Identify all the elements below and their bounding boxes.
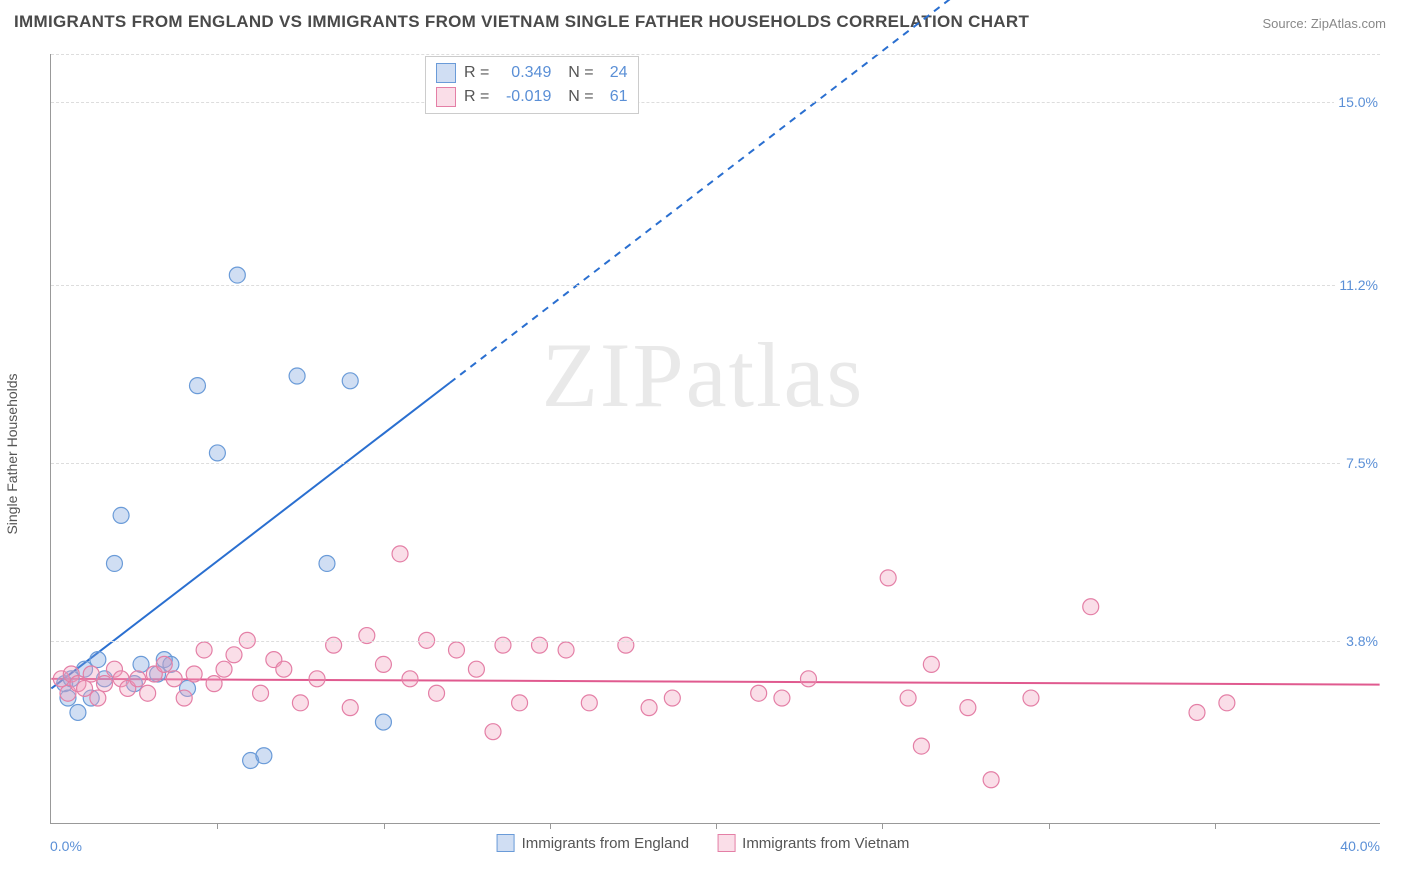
legend-item-england: Immigrants from England [497,834,690,852]
swatch-england-icon [436,63,456,83]
y-tick-label: 3.8% [1342,633,1382,649]
r-label: R = [464,88,489,106]
y-tick-label: 15.0% [1334,94,1382,110]
chart-title: IMMIGRANTS FROM ENGLAND VS IMMIGRANTS FR… [14,12,1029,32]
n-value-england: 24 [602,64,628,82]
x-axis-min-label: 0.0% [50,838,82,854]
n-value-vietnam: 61 [602,88,628,106]
chart-svg [51,54,1380,823]
legend-label-vietnam: Immigrants from Vietnam [742,835,909,852]
plot-area: 3.8% 7.5% 11.2% 15.0% [50,54,1380,824]
n-label: N = [559,64,593,82]
stats-legend-box: R = 0.349 N = 24 R = -0.019 N = 61 [425,56,639,114]
r-value-england: 0.349 [497,64,551,82]
r-label: R = [464,64,489,82]
legend-swatch-vietnam-icon [717,834,735,852]
y-tick-label: 7.5% [1342,455,1382,471]
legend-item-vietnam: Immigrants from Vietnam [717,834,909,852]
legend-swatch-england-icon [497,834,515,852]
legend-label-england: Immigrants from England [522,835,690,852]
n-label: N = [559,88,593,106]
r-value-vietnam: -0.019 [497,88,551,106]
y-axis-label: Single Father Households [4,373,20,534]
x-axis-max-label: 40.0% [1340,838,1380,854]
swatch-vietnam-icon [436,87,456,107]
source-attribution: Source: ZipAtlas.com [1262,16,1386,31]
stats-row-vietnam: R = -0.019 N = 61 [436,85,628,109]
y-tick-label: 11.2% [1335,277,1382,293]
legend-bottom: Immigrants from England Immigrants from … [497,834,910,852]
stats-row-england: R = 0.349 N = 24 [436,61,628,85]
